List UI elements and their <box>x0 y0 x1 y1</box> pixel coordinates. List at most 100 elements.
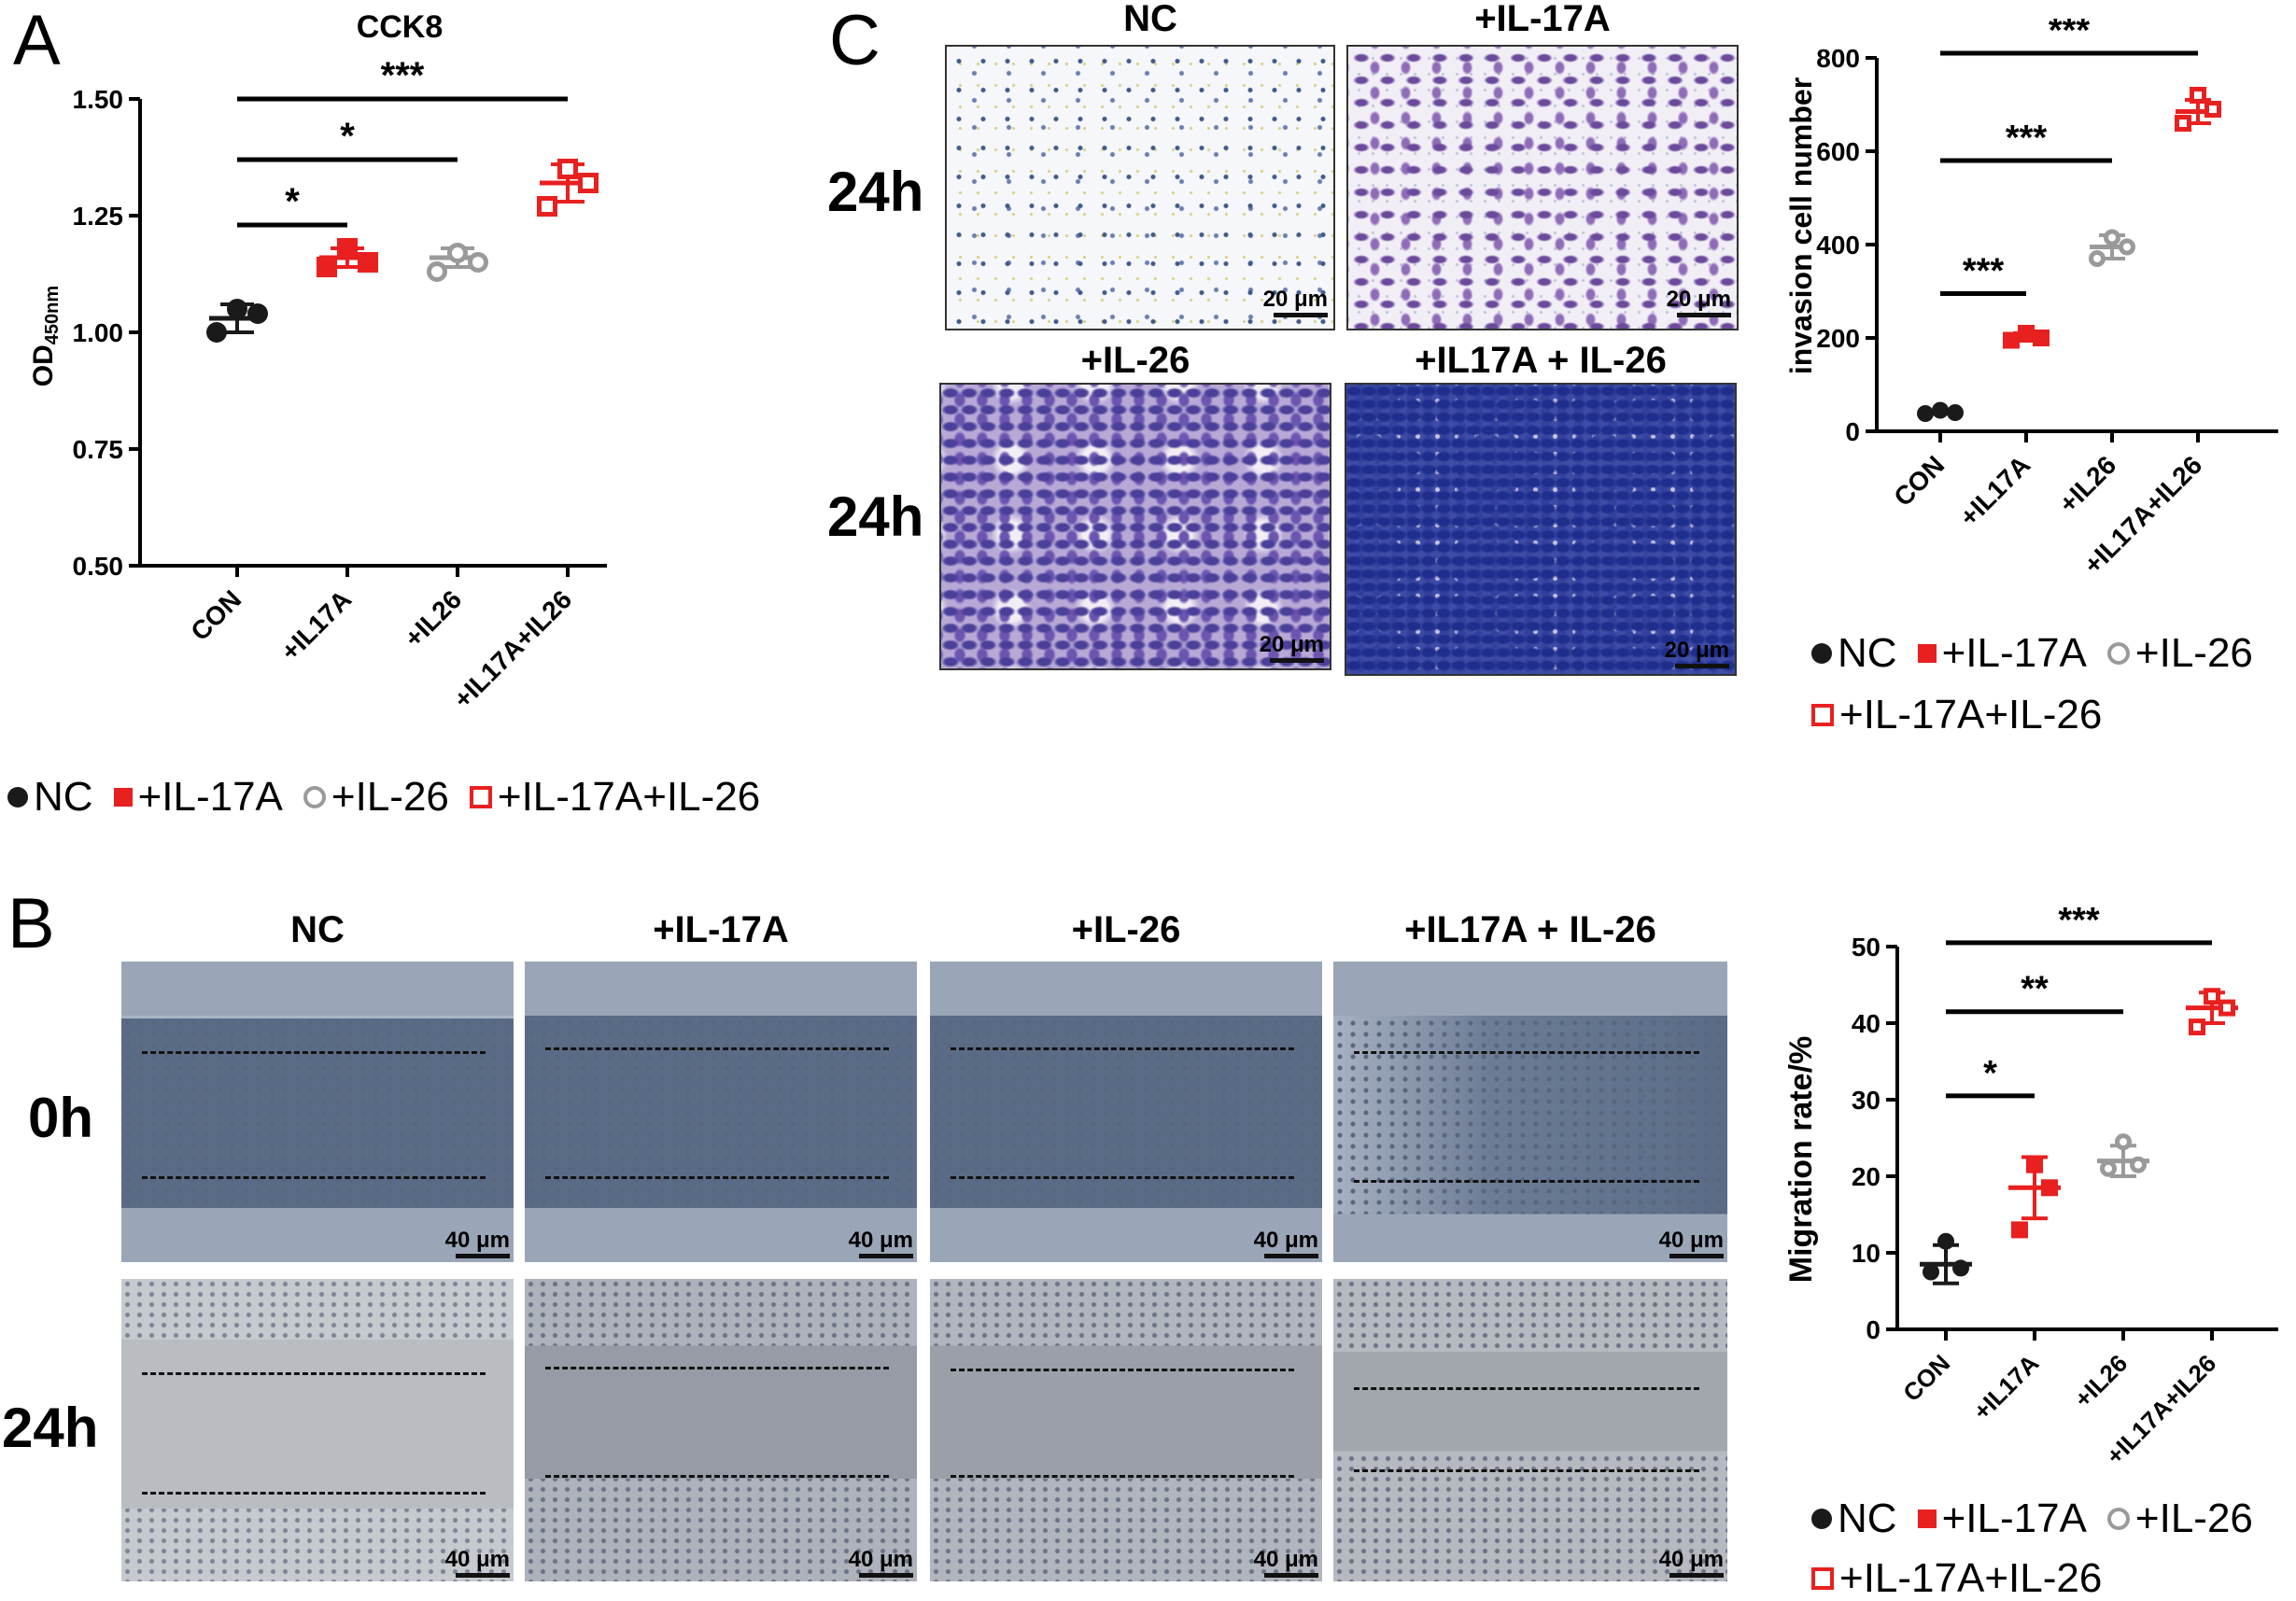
caption-b-il26: +IL-26 <box>1071 909 1181 950</box>
wound-edge-line <box>951 1369 1294 1371</box>
open-square-icon <box>1811 1567 1834 1590</box>
data-point <box>2033 330 2049 346</box>
legend-item-il17a: +IL-17A <box>113 774 283 820</box>
wound-edge-line <box>545 1047 889 1050</box>
legend-panel-c: NC +IL-17A +IL-26 +IL-17A+IL-26 <box>1811 633 2296 736</box>
legend-item-nc: NC <box>1811 633 1897 674</box>
data-point <box>2190 87 2206 104</box>
data-point <box>317 257 337 277</box>
y-tick-label: 20 <box>1852 1162 1880 1191</box>
micrograph-c-combo: 20 μm <box>1345 383 1737 676</box>
legend-item-il17a: +IL-17A <box>1917 633 2087 674</box>
data-point <box>2018 325 2035 342</box>
x-tick-label: +IL26 <box>399 584 467 653</box>
legend-label: +IL-26 <box>2134 1496 2253 1541</box>
y-axis-title: Migration rate/% <box>1783 1036 1819 1283</box>
open-square-icon <box>1811 704 1834 726</box>
data-point <box>2189 1018 2205 1036</box>
micrograph-b-24h-combo: 40 μm <box>1333 1279 1727 1581</box>
y-tick-label: 800 <box>1816 44 1860 73</box>
open-circle-icon <box>2106 642 2130 665</box>
x-tick-label: CON <box>1888 450 1950 512</box>
wound-edge-line <box>545 1475 889 1478</box>
micrograph-c-nc: 20 μm <box>945 45 1335 330</box>
panel-label-b: B <box>7 884 55 963</box>
legend-item-il17a: +IL-17A <box>1917 1498 2087 1539</box>
legend-panel-a: NC +IL-17A +IL-26 +IL-17A+IL-26 <box>7 777 941 818</box>
data-point <box>1947 404 1964 421</box>
y-tick-label: 0.75 <box>73 435 124 464</box>
y-tick-label: 50 <box>1852 933 1880 962</box>
data-point <box>1917 405 1934 422</box>
wound-edge-line <box>1354 1180 1699 1183</box>
open-square-icon <box>469 786 492 808</box>
scale-bar-b: 40 μm <box>445 1549 510 1578</box>
significance-label: *** <box>381 55 425 96</box>
row-label-c-top: 24h <box>827 161 924 223</box>
data-point <box>1923 1263 1939 1281</box>
legend-label: +IL-17A <box>137 774 283 820</box>
wound-edge-line <box>545 1367 889 1369</box>
significance-label: * <box>340 116 355 157</box>
open-circle-icon <box>2106 1508 2130 1530</box>
row-label-b-bottom: 24h <box>2 1397 99 1459</box>
legend-item-nc: NC <box>1811 1498 1897 1539</box>
data-point <box>2119 238 2135 256</box>
data-point <box>2115 1133 2132 1151</box>
scale-bar-b: 40 μm <box>445 1229 510 1258</box>
y-tick-label: 30 <box>1852 1086 1880 1115</box>
x-tick-label: CON <box>1897 1349 1955 1407</box>
x-tick-label: +IL26 <box>2068 1349 2133 1413</box>
wound-edge-line <box>142 1372 486 1375</box>
x-tick-label: +IL17A <box>1954 450 2035 531</box>
data-point <box>2204 988 2220 1005</box>
caption-c-il17a: +IL-17A <box>1474 0 1611 39</box>
data-point <box>2041 1179 2058 1197</box>
y-tick-label: 600 <box>1816 137 1860 166</box>
data-point <box>2219 999 2235 1017</box>
micrograph-b-0h-il17a: 40 μm <box>525 962 917 1262</box>
x-tick-label: +IL17A <box>1967 1349 2044 1425</box>
significance-label: *** <box>2006 119 2048 158</box>
data-point <box>1932 401 1949 419</box>
wound-edge-line <box>142 1176 486 1179</box>
wound-edge-line <box>142 1051 486 1054</box>
legend-item-nc: NC <box>7 777 93 818</box>
scale-bar-b: 40 μm <box>1254 1549 1318 1578</box>
y-tick-label: 1.25 <box>73 202 124 231</box>
scale-bar-c-il17a: 20 μm <box>1667 288 1731 317</box>
legend-label: NC <box>1838 630 1897 676</box>
x-tick-label: +IL17A <box>275 584 357 666</box>
y-tick-label: 0.50 <box>73 552 124 581</box>
x-tick-label: +IL17A+IL26 <box>448 584 578 714</box>
chart-title: CCK8 <box>357 9 444 45</box>
scale-bar-c-il26: 20 μm <box>1260 634 1324 663</box>
significance-label: * <box>1983 1054 1997 1093</box>
data-point <box>337 238 358 259</box>
legend-item-combo: +IL-17A+IL-26 <box>469 777 760 818</box>
significance-label: *** <box>2058 901 2100 940</box>
caption-b-nc: NC <box>290 909 345 950</box>
wound-edge-line <box>1354 1469 1699 1472</box>
y-tick-label: 200 <box>1816 324 1860 353</box>
data-point <box>447 243 468 263</box>
legend-item-combo: +IL-17A+IL-26 <box>1811 1558 2102 1599</box>
y-tick-label: 0 <box>1845 417 1860 446</box>
wound-edge-line <box>951 1475 1294 1478</box>
data-point <box>358 252 378 273</box>
legend-item-il26: +IL-26 <box>2106 1496 2253 1541</box>
y-tick-label: 1.50 <box>73 85 124 114</box>
filled-square-icon <box>113 788 133 807</box>
legend-label: +IL-17A+IL-26 <box>1839 1555 2103 1601</box>
data-point <box>247 303 268 324</box>
micrograph-b-24h-il26: 40 μm <box>930 1279 1322 1581</box>
legend-item-il26: +IL-26 <box>2106 633 2253 674</box>
micrograph-c-il26: 20 μm <box>939 383 1331 670</box>
data-point <box>1937 1232 1954 1250</box>
filled-circle-icon <box>7 787 28 808</box>
y-axis-title: OD450nm <box>28 286 63 386</box>
data-point <box>578 173 599 193</box>
